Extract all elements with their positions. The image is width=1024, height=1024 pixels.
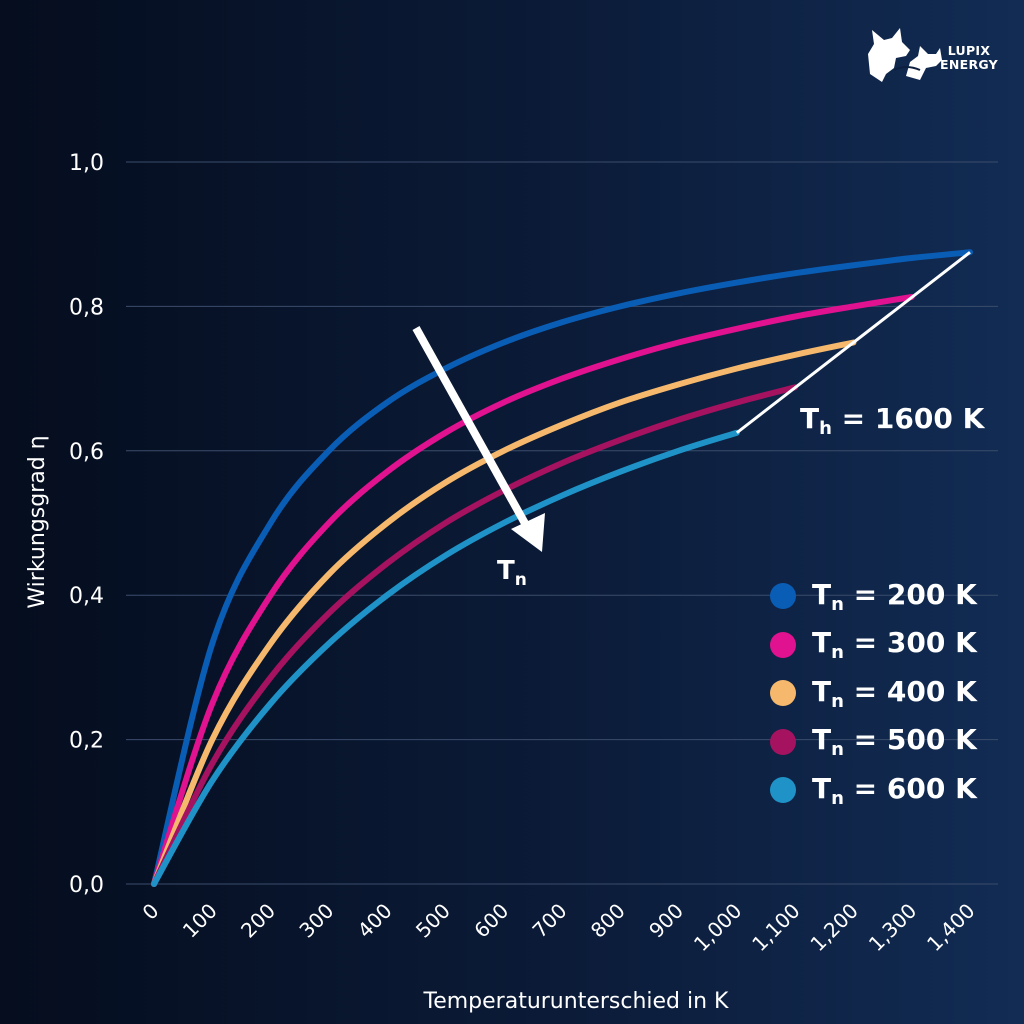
brand-name: LUPIX ENERGY xyxy=(940,44,998,72)
x-tick-label: 1,000 xyxy=(689,899,746,956)
legend-sub-400: n xyxy=(831,690,844,712)
legend-dot-200 xyxy=(770,583,796,610)
y-tick-label: 0,2 xyxy=(69,729,104,754)
tn-symbol: T xyxy=(497,556,515,586)
legend-label-300: Tn = 300 K xyxy=(812,626,977,663)
th-value: = 1600 K xyxy=(831,402,985,435)
legend: Tn = 200 K Tn = 300 K Tn = 400 K Tn = 50… xyxy=(770,572,1010,815)
legend-item-600: Tn = 600 K xyxy=(770,766,1010,815)
th-symbol: T xyxy=(800,402,820,435)
legend-sub-600: n xyxy=(831,787,844,809)
legend-symbol-400: T xyxy=(812,674,832,708)
x-tick-label: 300 xyxy=(294,899,338,943)
y-tick-label: 0,6 xyxy=(69,440,104,465)
legend-item-300: Tn = 300 K xyxy=(770,621,1010,670)
y-tick-label: 1,0 xyxy=(69,151,104,176)
legend-symbol-200: T xyxy=(812,577,832,611)
legend-label-400: Tn = 400 K xyxy=(812,675,977,712)
x-tick-label: 1,100 xyxy=(747,899,804,956)
legend-value-300: = 300 K xyxy=(843,626,977,660)
annotations xyxy=(412,251,971,552)
legend-value-400: = 400 K xyxy=(843,674,977,708)
tn-arrow-head-icon xyxy=(511,513,545,552)
x-axis-label: Temperaturunterschied in K xyxy=(423,989,730,1014)
tn-arrow-shaft xyxy=(412,326,531,529)
legend-sub-200: n xyxy=(831,593,844,615)
legend-value-200: = 200 K xyxy=(843,577,977,611)
tn-subscript: n xyxy=(514,570,527,590)
x-tick-labels: 0 100 200 300 400 500 600 700 800 900 1,000 1,100 1,… xyxy=(138,899,980,956)
legend-item-400: Tn = 400 K xyxy=(770,669,1010,718)
series-line-600k xyxy=(151,429,740,887)
legend-dot-600 xyxy=(770,777,796,804)
legend-dot-500 xyxy=(770,728,796,755)
x-tick-label: 1,400 xyxy=(922,899,979,956)
x-tick-label: 0 xyxy=(138,899,164,925)
hot-temperature-label: Th = 1600 K xyxy=(800,402,984,439)
x-tick-label: 400 xyxy=(353,899,397,943)
series-line-200k xyxy=(151,249,973,887)
legend-symbol-600: T xyxy=(812,771,832,805)
brand-line-2: ENERGY xyxy=(940,57,999,72)
y-axis-label: Wirkungsgrad η xyxy=(25,435,50,608)
y-tick-label: 0,0 xyxy=(69,873,104,898)
x-tick-label: 200 xyxy=(236,899,280,943)
y-tick-label: 0,8 xyxy=(69,295,104,320)
x-tick-label: 700 xyxy=(528,899,572,943)
series-line-500k xyxy=(151,384,799,887)
legend-dot-300 xyxy=(770,631,796,658)
series-line-400k xyxy=(151,339,857,887)
legend-label-500: Tn = 500 K xyxy=(812,723,977,760)
legend-sub-300: n xyxy=(831,642,844,664)
legend-dot-400 xyxy=(770,680,796,707)
x-tick-label: 500 xyxy=(411,899,455,943)
x-tick-label: 1,200 xyxy=(806,899,863,956)
legend-label-200: Tn = 200 K xyxy=(812,578,977,615)
legend-value-500: = 500 K xyxy=(843,723,977,757)
brand-line-1: LUPIX xyxy=(947,43,991,58)
legend-item-500: Tn = 500 K xyxy=(770,718,1010,767)
y-tick-labels: 0,0 0,2 0,4 0,6 0,8 1,0 xyxy=(69,151,104,898)
legend-symbol-300: T xyxy=(812,626,832,660)
x-tick-label: 600 xyxy=(469,899,513,943)
legend-sub-500: n xyxy=(831,739,844,761)
x-tick-label: 1,300 xyxy=(864,899,921,956)
legend-label-600: Tn = 600 K xyxy=(812,772,977,809)
legend-symbol-500: T xyxy=(812,723,832,757)
legend-item-200: Tn = 200 K xyxy=(770,572,1010,621)
legend-value-600: = 600 K xyxy=(843,771,977,805)
y-tick-label: 0,4 xyxy=(69,584,104,609)
x-tick-label: 100 xyxy=(178,899,222,943)
series-line-300k xyxy=(151,294,915,887)
x-tick-label: 900 xyxy=(644,899,688,943)
hot-temperature-line xyxy=(735,251,971,434)
lupix-logo-icon xyxy=(868,28,942,82)
cold-temperature-arrow-label: Tn xyxy=(497,556,527,590)
x-tick-label: 800 xyxy=(586,899,630,943)
th-subscript: h xyxy=(819,418,832,439)
series-lines xyxy=(151,249,973,887)
